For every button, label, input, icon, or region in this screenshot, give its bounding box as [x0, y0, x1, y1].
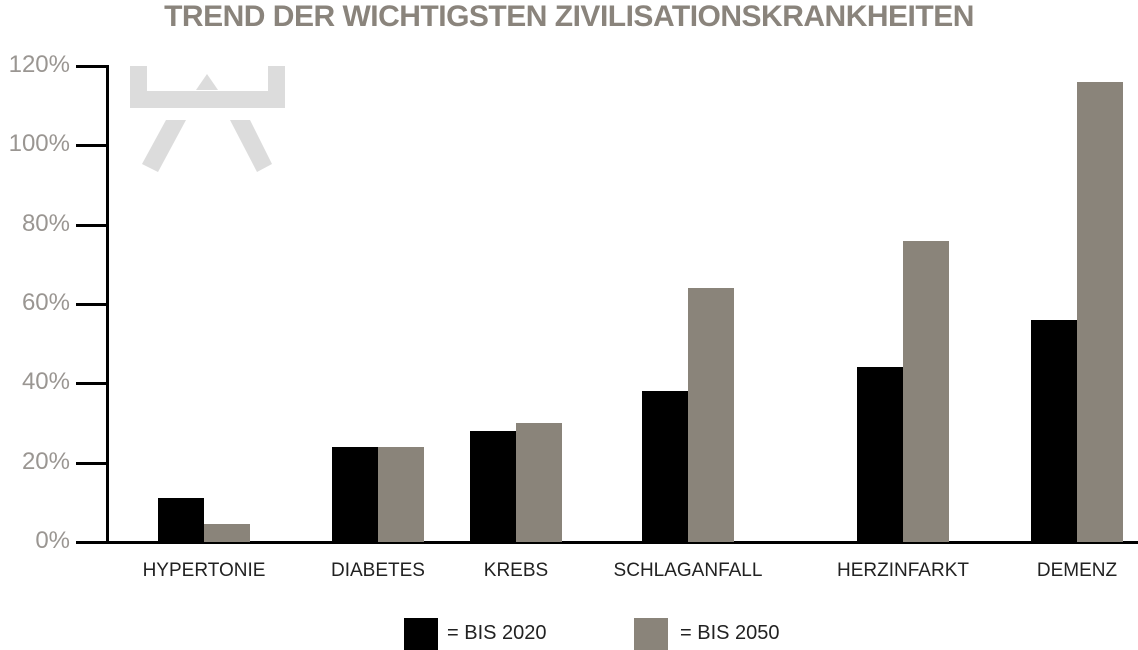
- x-tick-label: DIABETES: [331, 560, 425, 581]
- y-tick-label: 40%: [21, 368, 70, 396]
- bar-diabetes-2020: [332, 446, 378, 542]
- x-tick-label: HYPERTONIE: [142, 560, 266, 581]
- x-tick-label: KREBS: [483, 560, 549, 581]
- y-tick-label: 60%: [21, 289, 70, 316]
- bar-diabetes-2050: [378, 446, 424, 542]
- legend-label-2050: = BIS 2050: [680, 622, 780, 644]
- logo-icon: [130, 66, 285, 172]
- x-tick-label: HERZINFARKT: [837, 560, 969, 581]
- bar-schlaganfall-2050: [688, 288, 734, 542]
- y-tick-mark: [76, 382, 108, 386]
- y-tick-mark: [76, 461, 108, 465]
- y-tick-mark: [76, 303, 108, 306]
- legend-swatch-2050: [634, 618, 668, 650]
- y-tick-label: 0%: [35, 527, 70, 554]
- bar-krebs-2050: [516, 423, 562, 542]
- y-tick-mark: [76, 223, 108, 227]
- y-tick-label: 100%: [8, 130, 70, 158]
- x-axis-line: [76, 541, 1138, 544]
- legend-swatch-2020: [404, 618, 438, 650]
- y-axis-line: [106, 65, 109, 544]
- bar-hypertonie-2050: [204, 524, 250, 542]
- bar-demenz-2020: [1031, 319, 1077, 542]
- y-tick-label: 80%: [21, 209, 70, 237]
- chart-title: TREND DER WICHTIGSTEN ZIVILISATIONSKRANK…: [164, 0, 974, 33]
- x-tick-label: SCHLAGANFALL: [613, 560, 763, 581]
- bar-krebs-2020: [470, 430, 516, 542]
- y-tick-mark: [76, 65, 108, 68]
- bar-schlaganfall-2020: [642, 391, 688, 542]
- bar-demenz-2050: [1077, 81, 1123, 542]
- bar-herzinfarkt-2050: [903, 240, 949, 542]
- legend-label-2020: = BIS 2020: [447, 622, 547, 644]
- y-tick-label: 120%: [8, 51, 70, 78]
- bar-hypertonie-2020: [158, 498, 204, 542]
- y-tick-label: 20%: [21, 447, 70, 475]
- y-tick-mark: [76, 144, 108, 148]
- x-tick-label: DEMENZ: [1036, 560, 1118, 581]
- bar-herzinfarkt-2020: [857, 367, 903, 542]
